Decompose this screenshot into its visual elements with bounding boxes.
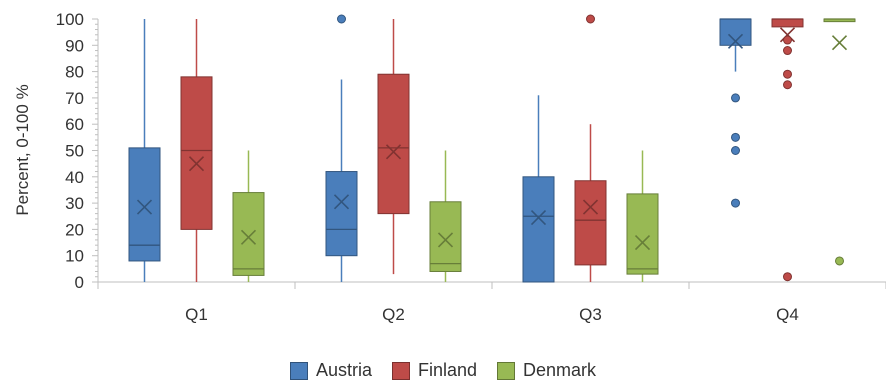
mean-marker: [779, 27, 796, 43]
box-iqr: [180, 76, 213, 230]
box-iqr: [429, 201, 462, 272]
y-tick-label: 70: [65, 89, 84, 108]
outlier-point: [731, 132, 740, 142]
box-austria-q4: [719, 18, 752, 208]
legend-label: Austria: [315, 360, 372, 380]
mean-marker: [634, 234, 651, 251]
box-iqr: [377, 73, 410, 215]
mean-marker: [831, 35, 848, 51]
box-iqr: [574, 180, 607, 266]
outlier-point: [731, 93, 740, 103]
legend-label: Finland: [417, 360, 478, 380]
box-denmark-q2: [429, 150, 462, 282]
y-tick-label: 20: [65, 220, 84, 239]
box-iqr: [128, 147, 161, 262]
x-tick-label: Q1: [185, 305, 208, 324]
y-tick-label: 40: [65, 168, 84, 187]
box-austria-q3: [522, 95, 555, 283]
legend-item-finland: Finland: [391, 360, 478, 381]
y-tick-label: 50: [65, 142, 84, 161]
box-austria-q1: [128, 19, 161, 282]
mean-marker: [437, 232, 454, 248]
box-finland-q4: [771, 18, 804, 282]
legend-item-denmark: Denmark: [497, 360, 596, 381]
mean-marker: [136, 199, 153, 215]
x-tick-label: Q3: [579, 305, 602, 324]
mean-marker: [240, 229, 257, 245]
box-denmark-q1: [232, 150, 265, 282]
box-iqr: [626, 193, 659, 275]
y-tick-label: 10: [65, 247, 84, 266]
y-tick-label: 90: [65, 36, 84, 55]
y-tick-label: 60: [65, 115, 84, 134]
box-denmark-q4: [823, 18, 856, 266]
mean-marker: [333, 194, 350, 210]
outlier-point: [783, 35, 792, 45]
legend-item-austria: Austria: [289, 360, 372, 381]
legend: Austria Finland Denmark: [0, 360, 886, 381]
box-iqr: [771, 18, 804, 28]
outlier-point: [835, 256, 844, 266]
x-tick-label: Q2: [382, 305, 405, 324]
outlier-point: [783, 46, 792, 56]
outlier-point: [586, 14, 595, 24]
x-tick-label: Q4: [776, 305, 799, 324]
box-finland-q3: [574, 14, 607, 282]
box-austria-q2: [325, 14, 358, 282]
box-iqr: [232, 192, 265, 276]
y-tick-label: 100: [56, 10, 84, 29]
y-tick-label: 30: [65, 194, 84, 213]
outlier-point: [783, 69, 792, 79]
y-tick-label: 0: [75, 273, 84, 292]
box-denmark-q3: [626, 150, 659, 282]
box-iqr: [325, 171, 358, 257]
outlier-point: [337, 14, 346, 24]
plot-area: [128, 14, 856, 283]
outlier-point: [731, 198, 740, 208]
outlier-point: [783, 80, 792, 90]
outlier-point: [783, 272, 792, 282]
y-tick-label: 80: [65, 63, 84, 82]
mean-marker: [385, 144, 402, 160]
box-iqr: [522, 176, 555, 283]
legend-swatch: [497, 361, 516, 380]
y-axis: 0 10 20 30 40 50 60 70 80 90 100: [56, 10, 99, 292]
mean-marker: [530, 209, 547, 226]
x-axis: Q1 Q2 Q3 Q4: [97, 281, 886, 324]
mean-marker: [188, 156, 205, 172]
mean-marker: [582, 199, 599, 215]
legend-swatch: [289, 361, 308, 380]
outlier-point: [731, 146, 740, 155]
legend-label: Denmark: [523, 360, 597, 380]
legend-swatch: [391, 361, 410, 380]
y-axis-label: Percent, 0-100 %: [13, 84, 32, 215]
box-finland-q2: [377, 19, 410, 275]
mean-marker: [727, 33, 744, 49]
box-finland-q1: [180, 19, 213, 282]
